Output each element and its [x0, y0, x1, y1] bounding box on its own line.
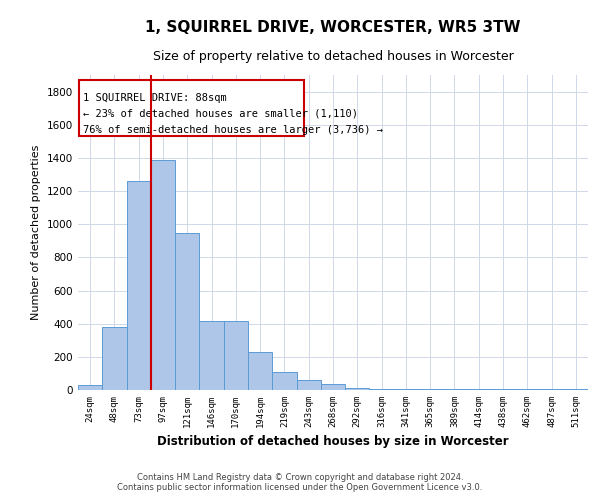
- Bar: [442, 389, 467, 390]
- Bar: [491, 389, 515, 390]
- Bar: [564, 389, 588, 390]
- Bar: [248, 352, 272, 390]
- Bar: [296, 380, 321, 390]
- Bar: [151, 160, 175, 390]
- Bar: [175, 232, 199, 390]
- Bar: [224, 321, 248, 390]
- FancyBboxPatch shape: [79, 80, 304, 136]
- Text: 76% of semi-detached houses are larger (3,736) →: 76% of semi-detached houses are larger (…: [83, 124, 383, 134]
- Bar: [321, 384, 345, 390]
- Bar: [418, 389, 442, 390]
- Text: ← 23% of detached houses are smaller (1,110): ← 23% of detached houses are smaller (1,…: [83, 109, 358, 119]
- Bar: [515, 389, 539, 390]
- Text: 1, SQUIRREL DRIVE, WORCESTER, WR5 3TW: 1, SQUIRREL DRIVE, WORCESTER, WR5 3TW: [145, 20, 521, 35]
- Text: Contains HM Land Registry data © Crown copyright and database right 2024.
Contai: Contains HM Land Registry data © Crown c…: [118, 473, 482, 492]
- Y-axis label: Number of detached properties: Number of detached properties: [31, 145, 41, 320]
- Bar: [102, 327, 127, 390]
- Bar: [78, 385, 102, 390]
- Text: 1 SQUIRREL DRIVE: 88sqm: 1 SQUIRREL DRIVE: 88sqm: [83, 93, 227, 103]
- Bar: [272, 372, 296, 390]
- Bar: [199, 321, 224, 390]
- Bar: [539, 389, 564, 390]
- Bar: [127, 181, 151, 390]
- Bar: [467, 389, 491, 390]
- Text: Size of property relative to detached houses in Worcester: Size of property relative to detached ho…: [152, 50, 514, 63]
- Bar: [394, 389, 418, 390]
- Bar: [345, 388, 370, 390]
- Bar: [370, 389, 394, 390]
- X-axis label: Distribution of detached houses by size in Worcester: Distribution of detached houses by size …: [157, 436, 509, 448]
